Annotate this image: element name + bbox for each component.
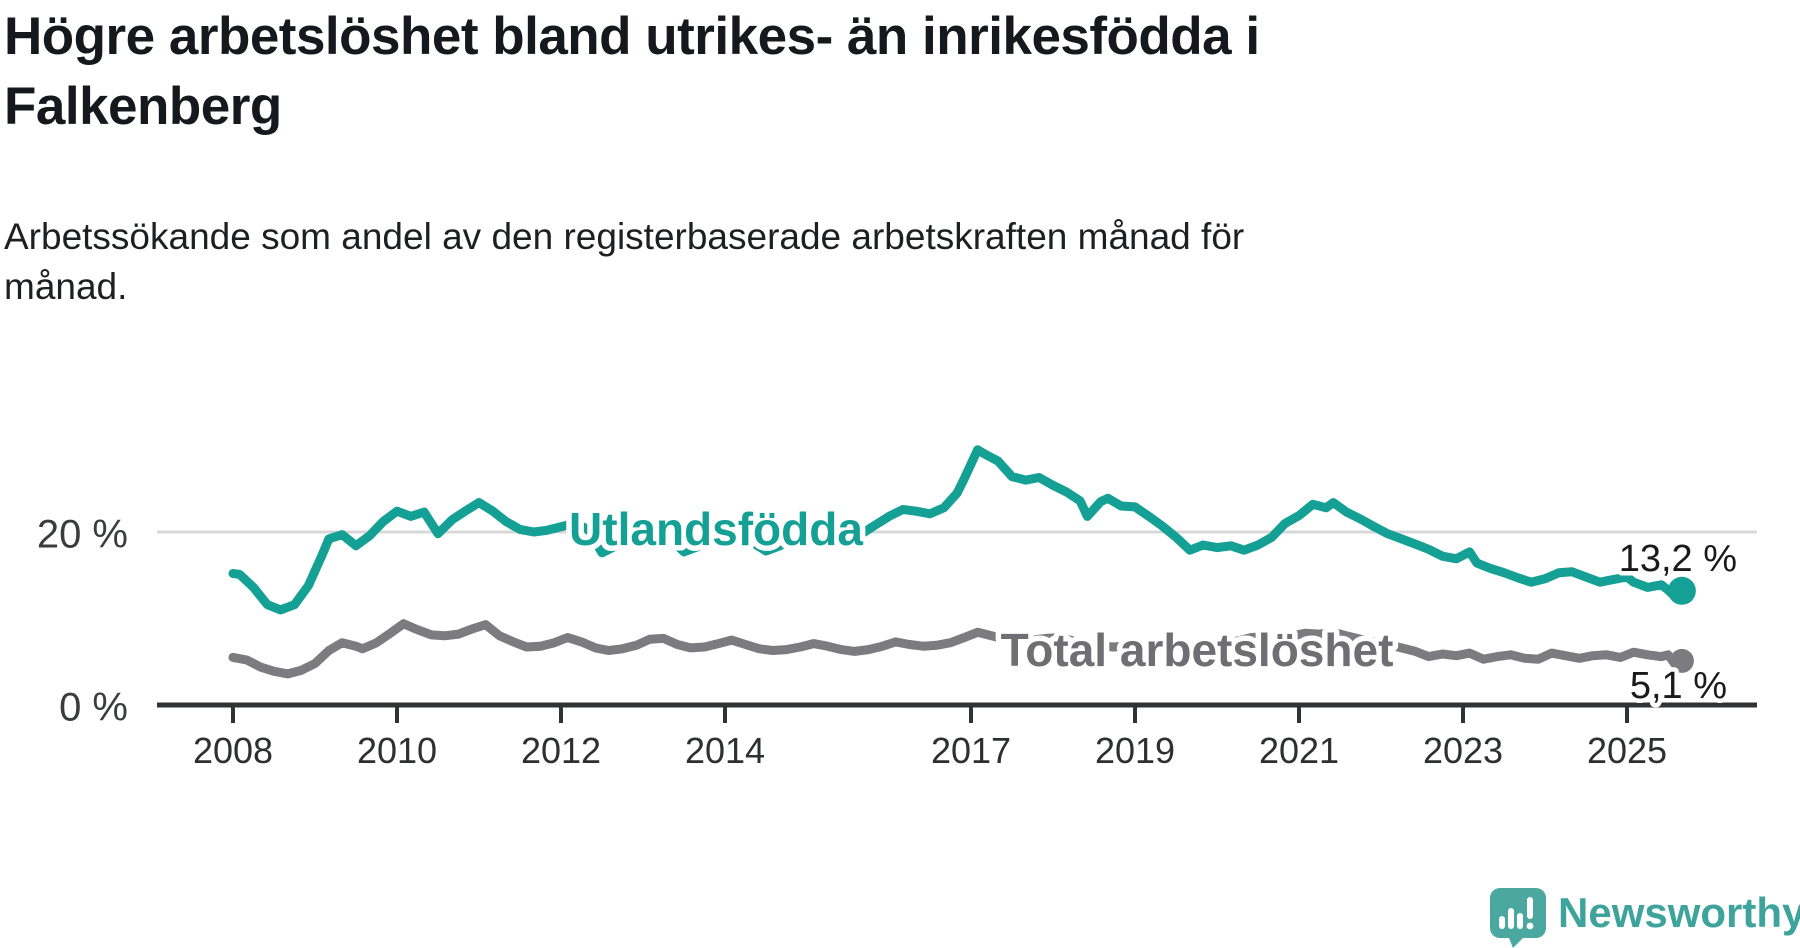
utlandsfodda-line: [228, 445, 1687, 615]
utlandsfodda-end-dot: [1667, 576, 1696, 605]
logo-exclamation-dot: [1526, 922, 1534, 930]
logo-bar-3: [1517, 913, 1523, 929]
page-title: Högre arbetslöshet bland utrikes- än inr…: [4, 2, 1564, 142]
newsworthy-logo: Newsworthy: [1490, 888, 1800, 948]
x-axis-label-2023: 2023: [1423, 730, 1503, 771]
x-axis-label-2008: 2008: [193, 730, 273, 771]
y-labels: 0 % 20 %: [37, 513, 128, 730]
total-arbetsloshet-series-label: Total arbetslöshet: [1001, 624, 1394, 676]
total-arbetsloshet-end-dot: [1669, 648, 1694, 673]
subtitle-line-1: Arbetssökande som andel av den registerb…: [4, 216, 1245, 257]
title-line-1: Högre arbetslöshet bland utrikes- än inr…: [4, 7, 1260, 66]
utlandsfodda-end-value-label: 13,2 %: [1619, 538, 1737, 580]
x-ticks: 2008 2010 2012 2014 2017 2019 2021 2023 2025: [193, 705, 1667, 771]
utlandsfodda-series-label: Utlandsfödda: [569, 503, 863, 555]
y-axis-label-0: 0 %: [59, 686, 128, 730]
newsworthy-logo-text: Newsworthy: [1558, 889, 1800, 936]
logo-exclamation-bar: [1527, 897, 1533, 919]
x-axis-label-2010: 2010: [357, 730, 437, 771]
subtitle-line-2: månad.: [4, 266, 128, 307]
x-axis-label-2025: 2025: [1587, 730, 1667, 771]
newsworthy-logo-icon: [1490, 888, 1546, 948]
x-axis-label-2014: 2014: [685, 730, 765, 771]
title-line-2: Falkenberg: [4, 77, 282, 136]
logo-bar-1: [1499, 916, 1505, 929]
x-axis-label-2012: 2012: [521, 730, 601, 771]
total-arbetsloshet-line: [228, 619, 1687, 679]
y-axis-label-20: 20 %: [37, 513, 128, 557]
x-axis-label-2021: 2021: [1259, 730, 1339, 771]
x-axis-label-2019: 2019: [1095, 730, 1175, 771]
logo-bar-2: [1508, 908, 1514, 929]
total-arbetsloshet-end-value-label: 5,1 %: [1630, 665, 1727, 707]
page-subtitle: Arbetssökande som andel av den registerb…: [4, 212, 1504, 312]
x-axis-label-2017: 2017: [931, 730, 1011, 771]
